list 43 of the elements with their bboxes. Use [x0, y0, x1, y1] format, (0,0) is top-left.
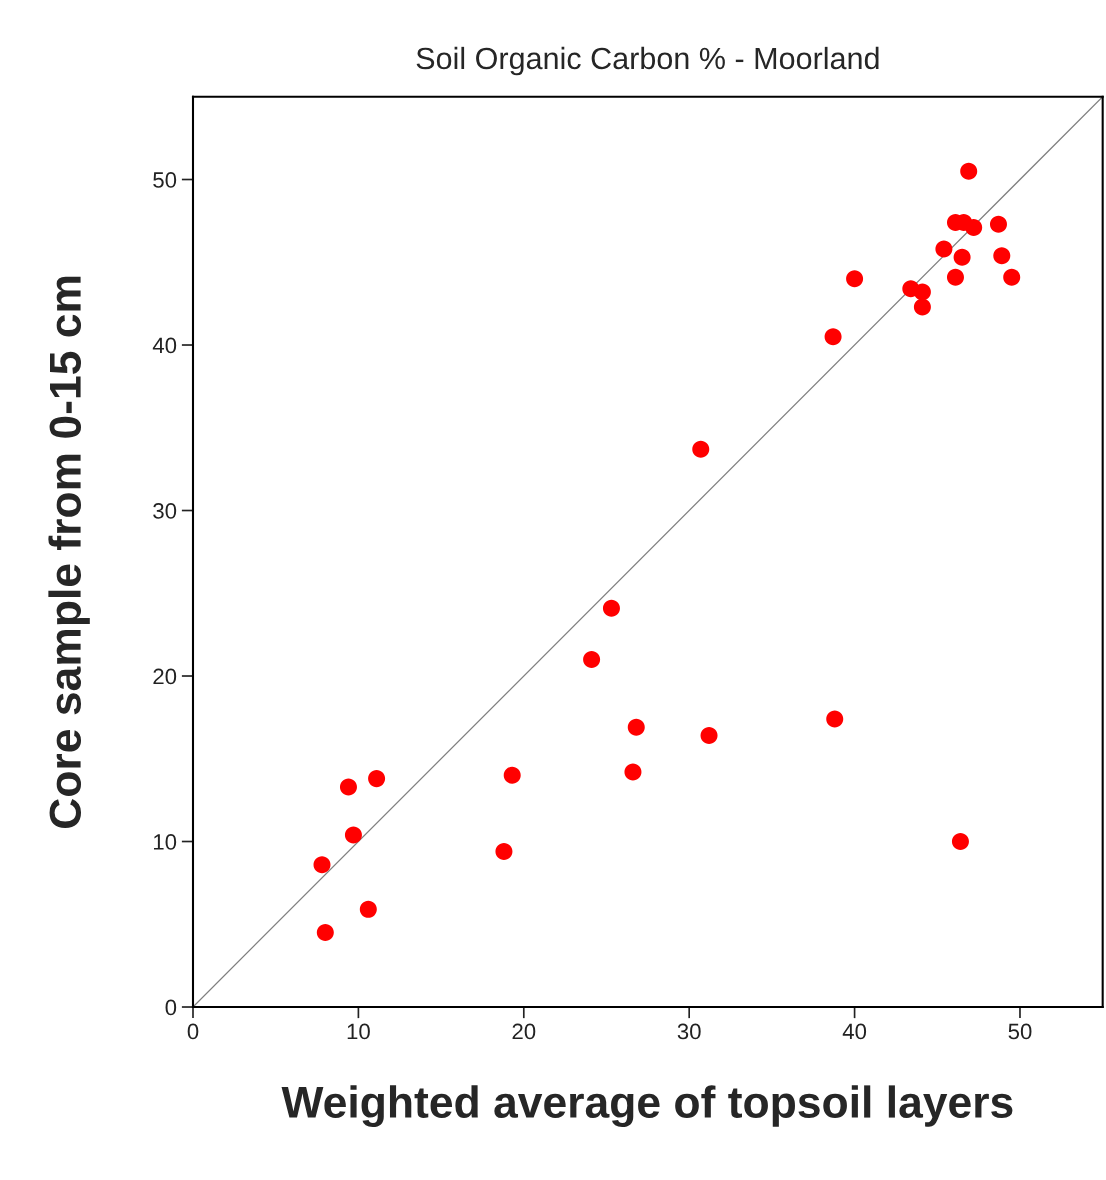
point [1003, 268, 1021, 286]
x-tick-label: 30 [677, 1023, 701, 1040]
point [824, 328, 842, 346]
point [692, 440, 710, 458]
point [359, 900, 377, 918]
point [960, 162, 978, 180]
point [935, 240, 953, 258]
point [993, 247, 1011, 265]
y-tick-label: 30 [153, 503, 177, 519]
point [624, 763, 642, 781]
point [913, 298, 931, 316]
point [953, 248, 971, 266]
point [951, 833, 969, 851]
point [583, 650, 601, 668]
point [503, 766, 521, 784]
point [989, 215, 1007, 233]
y-tick-label: 0 [165, 999, 177, 1016]
point [495, 842, 513, 860]
chart-title: Soil Organic Carbon % - Moorland [416, 46, 879, 76]
y-tick-label: 20 [153, 668, 177, 685]
point [316, 924, 334, 942]
y-tick-label: 10 [154, 834, 177, 850]
y-axis-title: Core sample from 0-15 cm [48, 276, 90, 828]
point [700, 727, 718, 745]
point [602, 599, 620, 617]
x-axis-title: Weighted average of topsoil layers [281, 1085, 1013, 1127]
y-tick-label: 50 [153, 172, 177, 188]
point [913, 283, 931, 301]
x-tick-label: 20 [512, 1023, 536, 1040]
x-tick-label: 40 [842, 1023, 867, 1040]
x-tick-label: 10 [347, 1023, 370, 1040]
point [627, 718, 645, 736]
point [368, 770, 386, 788]
x-tick-label: 50 [1008, 1023, 1032, 1040]
point [339, 778, 357, 796]
point [344, 826, 362, 844]
point [846, 270, 864, 288]
point [826, 710, 844, 728]
point [313, 856, 331, 874]
point [946, 268, 964, 286]
point [965, 219, 983, 237]
x-tick-label: 0 [187, 1023, 199, 1040]
y-tick-label: 40 [152, 337, 177, 354]
